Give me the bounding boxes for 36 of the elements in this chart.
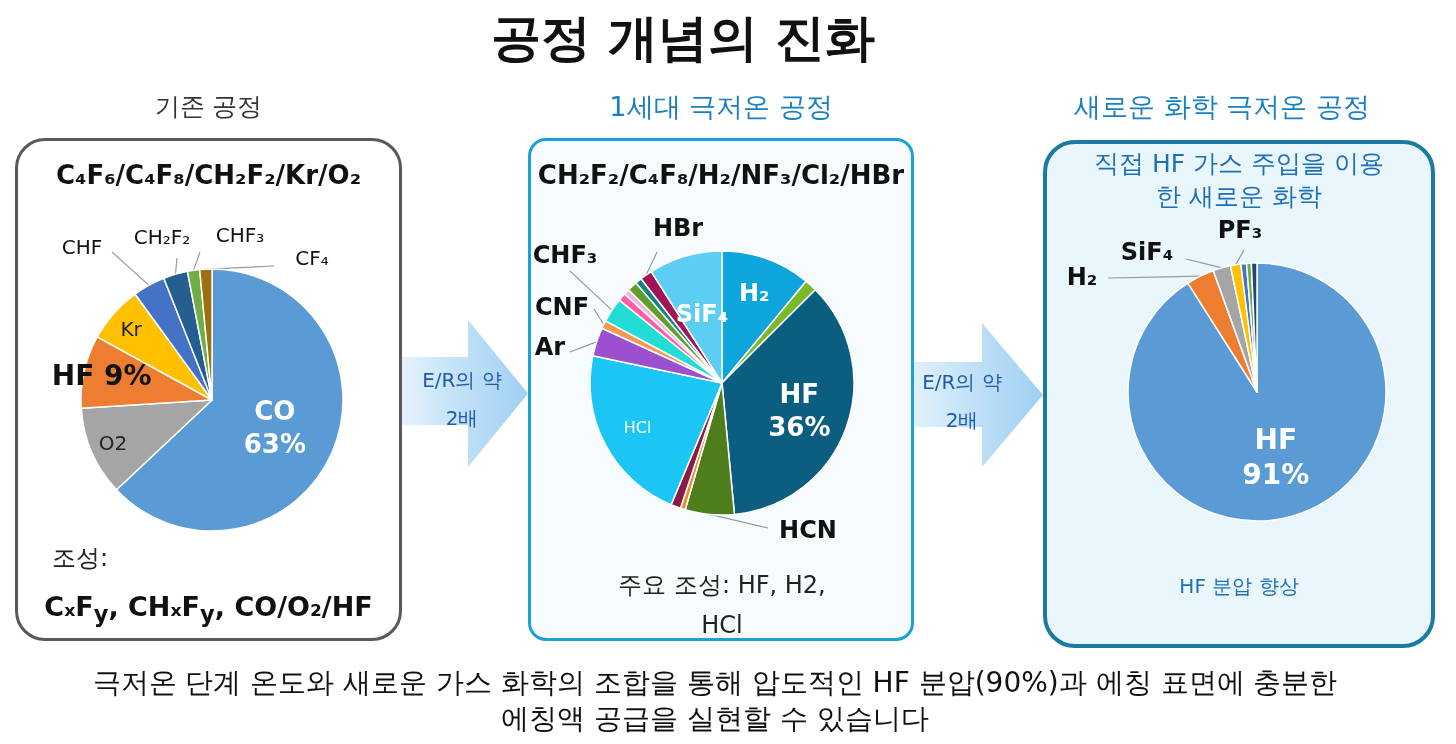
- data-label: 36%: [768, 412, 831, 443]
- slice-label: CHF: [61, 235, 103, 259]
- slice-label: O2: [98, 430, 128, 455]
- chart-subtitle: 직접 HF 가스 주입을 이용한 새로운 화학: [1094, 149, 1384, 211]
- text: 극저온 단계 온도와 새로운 가스 화학의 조합을 통해 압도적인 HF 분압(90%)과 에칭 표면에 충분한 에칭액 공급을 실현할 수 있습니다: [92, 666, 1338, 735]
- slice-label: PF₃: [1217, 216, 1263, 244]
- data-label: 91%: [1242, 457, 1310, 491]
- slice-label: CF₄: [295, 246, 329, 270]
- slice-label: Ar: [534, 333, 566, 361]
- slice-label: H₂: [739, 279, 770, 308]
- slice-label: HBr: [652, 214, 704, 242]
- slice-label: HF: [1254, 422, 1298, 456]
- slice-label: HCN: [779, 516, 837, 544]
- chart-title: 새로운 화학 극저온 공정: [1074, 91, 1370, 122]
- slice-label: CHF₃: [532, 241, 598, 269]
- data-label: 63%: [243, 428, 306, 459]
- slice-label: Kr: [120, 316, 143, 341]
- chart-title: 1세대 극저온 공정: [609, 91, 833, 122]
- text: E/R의 약 2배: [422, 368, 502, 430]
- slice-label: HF: [779, 379, 820, 410]
- text: 조성:: [52, 544, 109, 572]
- slice-label: CH₂F₂: [133, 225, 191, 249]
- slice-label: CHF₃: [215, 223, 265, 247]
- slice-label: CNF: [534, 293, 590, 321]
- text: 주요 조성: HF, H2, HCl: [618, 571, 826, 639]
- text: HF 분압 향상: [1179, 574, 1299, 598]
- chart-title: 기존 공정: [154, 92, 263, 121]
- text: 공정 개념의 진화: [490, 9, 876, 67]
- slice-label: H₂: [1066, 263, 1098, 291]
- chart-subtitle: CH₂F₂/C₄F₈/H₂/NF₃/Cl₂/HBr: [537, 160, 905, 190]
- chart-subtitle: C₄F₆/C₄F₈/CH₂F₂/Kr/O₂: [55, 160, 362, 190]
- text: E/R의 약 2배: [922, 370, 1002, 432]
- text: CₓF$_{y}$, CHₓF$_{y}$, CO/O₂/HF: [44, 591, 373, 628]
- slice-label: CO: [254, 395, 296, 426]
- slice-label: HCl: [623, 417, 652, 437]
- legend-label: SiF₄: [1120, 238, 1174, 266]
